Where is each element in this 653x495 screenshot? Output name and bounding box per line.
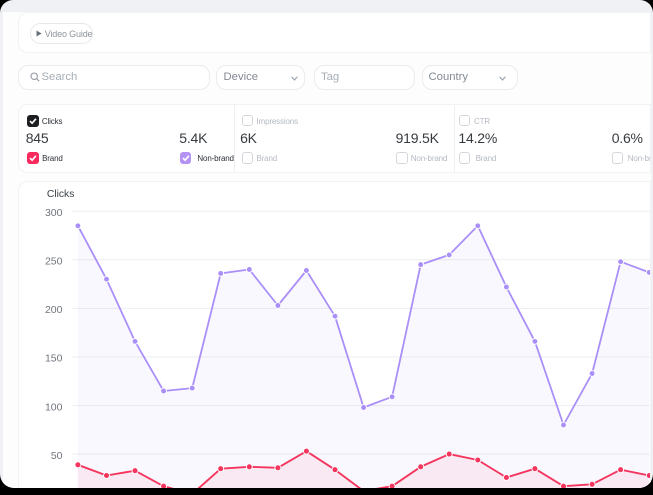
- svg-text:200: 200: [45, 304, 63, 316]
- svg-text:100: 100: [45, 401, 63, 413]
- svg-text:50: 50: [51, 449, 63, 461]
- svg-text:300: 300: [45, 206, 63, 218]
- svg-text:150: 150: [45, 352, 63, 364]
- svg-text:250: 250: [45, 255, 63, 267]
